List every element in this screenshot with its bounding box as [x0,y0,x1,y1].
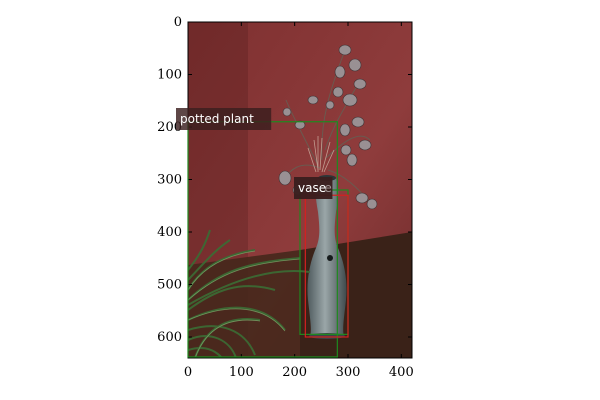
floor-left [188,250,300,358]
x-tick-label: 300 [336,365,361,380]
y-tick-label: 400 [157,225,182,240]
detections: potted plant vasevasee [176,108,349,358]
y-tick-label: 600 [157,330,182,345]
label-background [294,177,333,199]
y-axis: 0 100 200 300 400 500 600 [157,15,412,345]
dried-flowers [307,136,335,173]
x-tick-label: 0 [184,365,192,380]
vase-knot [327,255,333,261]
y-tick-label: 100 [157,68,182,83]
y-tick-label: 0 [174,15,182,30]
x-axis: 0 100 200 300 400 [184,22,414,380]
seed-pods [278,44,378,210]
detection-label: potted plant [176,108,272,130]
x-tick-label: 400 [389,365,414,380]
label-text: potted plant [180,112,254,126]
y-tick-label: 300 [157,173,182,188]
label-text: vase [298,181,326,195]
x-tick-label: 200 [282,365,307,380]
label-ghost-text: e [324,181,331,195]
y-tick-label: 200 [157,120,182,135]
x-tick-label: 100 [229,365,254,380]
label-background [176,108,272,130]
y-tick-label: 500 [157,278,182,293]
